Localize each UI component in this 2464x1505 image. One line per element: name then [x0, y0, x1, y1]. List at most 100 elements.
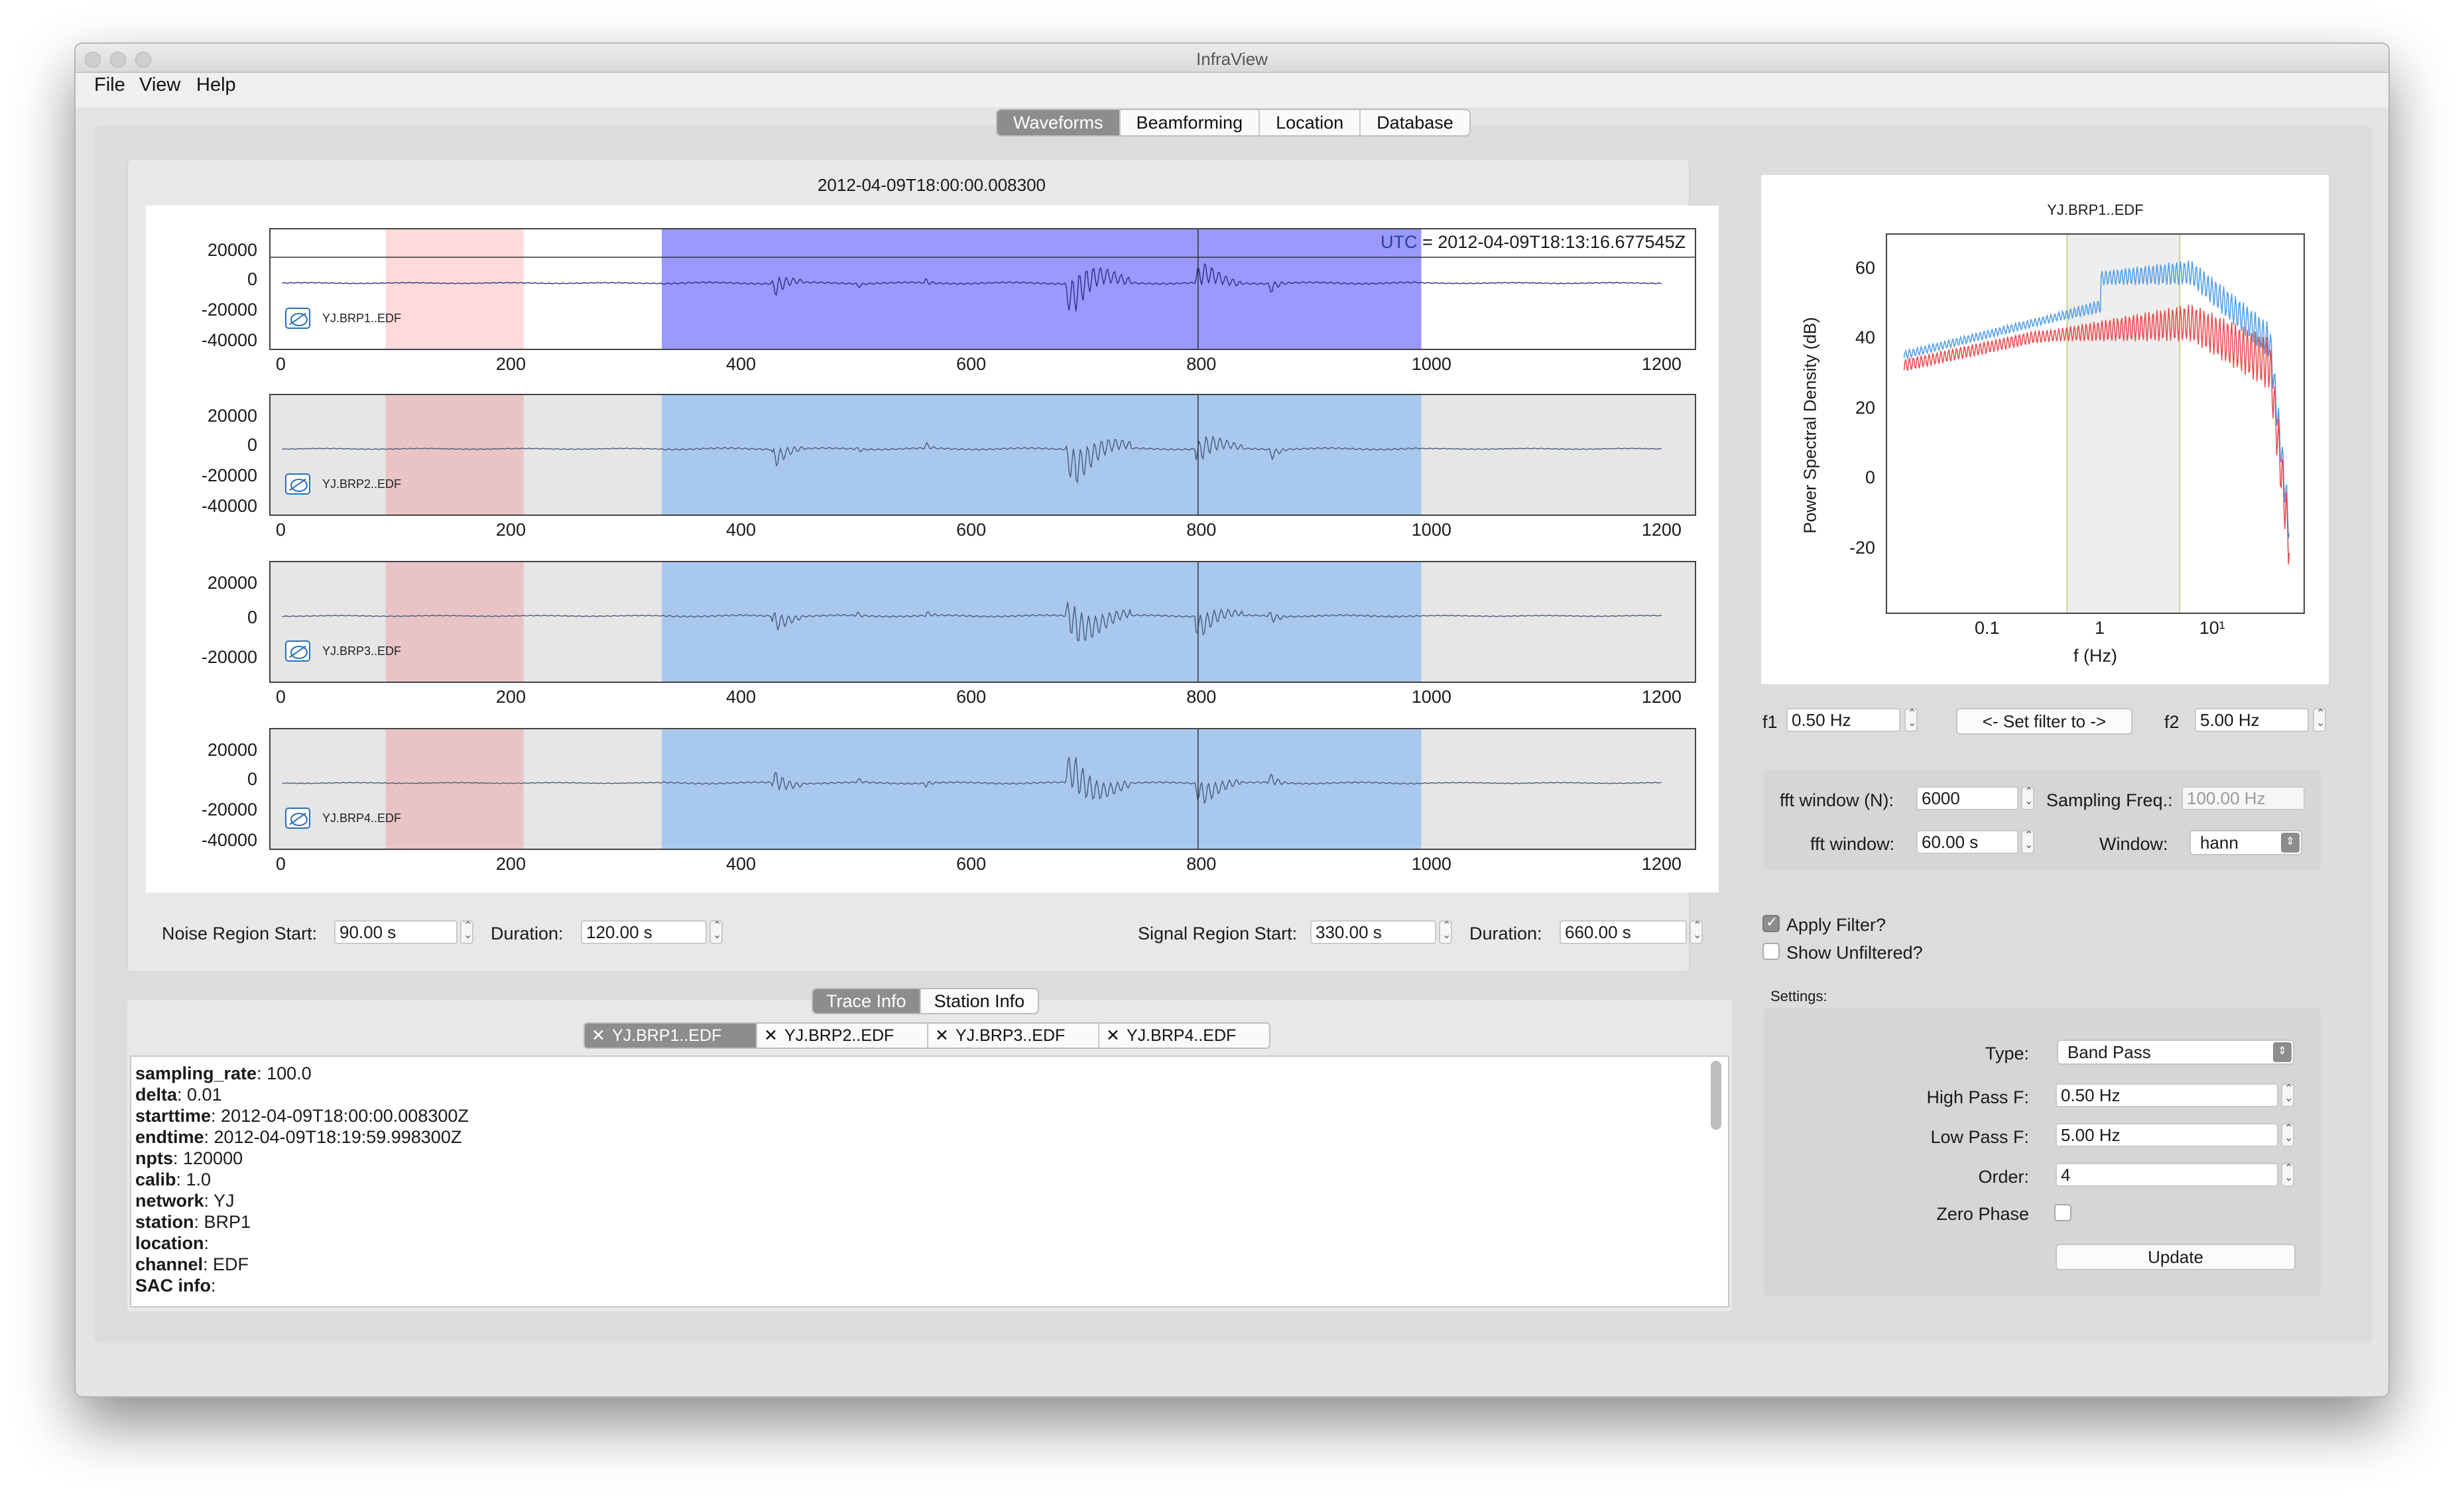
noise-start-input[interactable]: 90.00 s [334, 920, 458, 944]
trace-info-key: sampling_rate [135, 1063, 257, 1083]
fft-window-n-stepper[interactable] [2021, 785, 2034, 810]
psd-y-tick-label: 20 [1855, 397, 1875, 418]
menu-help[interactable]: Help [196, 74, 236, 95]
x-tick-label: 1000 [1411, 520, 1451, 540]
trace-info-key: npts [135, 1148, 173, 1168]
trace-tab-brp2[interactable]: ✕ YJ.BRP2..EDF [756, 1024, 927, 1048]
noise-duration-label: Duration: [491, 924, 564, 943]
noise-region[interactable] [385, 729, 524, 849]
info-scrollbar[interactable] [1711, 1061, 1721, 1130]
trace-axes[interactable] [269, 228, 1696, 350]
signal-start-input[interactable]: 330.00 s [1310, 920, 1436, 944]
signal-duration-stepper[interactable] [1690, 919, 1703, 944]
apply-filter-checkbox[interactable] [1762, 914, 1780, 932]
trace-tab-brp1[interactable]: ✕ YJ.BRP1..EDF [585, 1024, 756, 1048]
show-unfiltered-checkbox[interactable] [1762, 943, 1780, 960]
close-icon[interactable]: ✕ [591, 1026, 605, 1045]
visibility-toggle-icon[interactable] [285, 640, 310, 662]
close-icon[interactable]: ✕ [1106, 1026, 1120, 1045]
f1-stepper[interactable] [1904, 707, 1918, 732]
lowpass-input[interactable]: 5.00 Hz [2056, 1123, 2278, 1147]
x-tick-label: 200 [495, 854, 526, 874]
psd-svg [1903, 235, 2290, 613]
signal-region[interactable] [662, 729, 1422, 849]
minimize-window-button[interactable] [110, 52, 126, 68]
noise-region[interactable] [385, 395, 524, 514]
update-button[interactable]: Update [2056, 1244, 2296, 1270]
lowpass-stepper[interactable] [2281, 1122, 2294, 1147]
visibility-toggle-icon[interactable] [285, 808, 310, 829]
signal-start-stepper[interactable] [1439, 919, 1452, 944]
trace-label: YJ.BRP1..EDF [322, 312, 402, 325]
filter-type-select[interactable]: Band Pass ⇕ [2057, 1040, 2294, 1065]
x-tick-label: 0 [275, 520, 286, 540]
noise-region[interactable] [385, 562, 524, 682]
window-type-label: Window: [2099, 834, 2168, 854]
menu-view[interactable]: View [139, 74, 181, 95]
close-window-button[interactable] [85, 52, 101, 68]
close-icon[interactable]: ✕ [935, 1026, 949, 1045]
noise-duration-input[interactable]: 120.00 s [581, 920, 707, 944]
tab-database[interactable]: Database [1359, 110, 1469, 135]
x-tick-label: 1000 [1411, 687, 1451, 707]
trace-info-line: npts: 120000 [135, 1148, 243, 1169]
trace-tab-label: YJ.BRP2..EDF [784, 1026, 894, 1045]
x-tick-label: 200 [495, 687, 526, 707]
fft-window-n-input[interactable]: 6000 [1916, 786, 2018, 810]
tab-trace-info[interactable]: Trace Info [813, 989, 920, 1013]
signal-region[interactable] [662, 395, 1422, 514]
visibility-toggle-icon[interactable] [285, 473, 310, 495]
zero-phase-checkbox[interactable] [2054, 1204, 2071, 1221]
menu-file[interactable]: File [94, 74, 125, 95]
y-tick-label: -20000 [201, 800, 257, 819]
visibility-toggle-icon[interactable] [285, 308, 310, 329]
psd-x-tick-label: 0.1 [1974, 618, 2000, 638]
noise-start-stepper[interactable] [460, 919, 473, 944]
window-type-select[interactable]: hann ⇕ [2189, 830, 2302, 855]
tab-waveforms[interactable]: Waveforms [997, 110, 1119, 135]
order-stepper[interactable] [2281, 1162, 2294, 1187]
trace-info-value: : 2012-04-09T18:00:00.008300Z [211, 1106, 469, 1126]
f2-input[interactable]: 5.00 Hz [2195, 708, 2309, 732]
y-tick-label: 20000 [207, 573, 257, 593]
y-tick-label: 0 [247, 435, 257, 455]
trace-info-line: starttime: 2012-04-09T18:00:00.008300Z [135, 1106, 469, 1126]
x-tick-label: 600 [956, 687, 987, 707]
tab-station-info[interactable]: Station Info [919, 989, 1038, 1013]
trace-info-value: : 120000 [173, 1148, 243, 1168]
f1-input[interactable]: 0.50 Hz [1786, 708, 1900, 732]
highpass-input[interactable]: 0.50 Hz [2056, 1083, 2278, 1107]
trace-axes[interactable] [269, 561, 1696, 683]
fft-window-s-stepper[interactable] [2021, 829, 2034, 854]
highpass-stepper[interactable] [2281, 1082, 2294, 1107]
tab-location[interactable]: Location [1259, 110, 1359, 135]
filter-band-region[interactable] [2067, 235, 2180, 613]
close-icon[interactable]: ✕ [764, 1026, 778, 1045]
signal-region[interactable] [662, 229, 1422, 349]
x-tick-label: 0 [275, 687, 286, 707]
y-tick-label: 20000 [207, 240, 257, 260]
signal-duration-input[interactable]: 660.00 s [1560, 920, 1687, 944]
trace-axes[interactable] [269, 394, 1696, 516]
fft-window-s-input[interactable]: 60.00 s [1916, 830, 2018, 854]
trace-axes[interactable] [269, 728, 1696, 850]
set-filter-button[interactable]: <- Set filter to -> [1956, 708, 2132, 735]
y-tick-label: -40000 [201, 330, 257, 350]
noise-duration-stepper[interactable] [709, 919, 723, 944]
f2-stepper[interactable] [2313, 707, 2326, 732]
trace-tab-brp4[interactable]: ✕ YJ.BRP4..EDF [1098, 1024, 1269, 1048]
psd-x-tick-label: 1 [2094, 618, 2105, 638]
chevron-updown-icon: ⇕ [2281, 833, 2300, 853]
zoom-window-button[interactable] [135, 52, 151, 68]
trace-info-text[interactable] [130, 1055, 1729, 1307]
trace-tab-brp3[interactable]: ✕ YJ.BRP3..EDF [927, 1024, 1098, 1048]
tab-beamforming[interactable]: Beamforming [1119, 110, 1259, 135]
main-tabs: Waveforms Beamforming Location Database [996, 109, 1471, 137]
order-input[interactable]: 4 [2056, 1163, 2278, 1187]
y-tick-label: 20000 [207, 740, 257, 760]
noise-region[interactable] [385, 229, 524, 349]
signal-region[interactable] [662, 562, 1422, 682]
fft-window-n-label: fft window (N): [1780, 790, 1894, 810]
trace-svg [282, 562, 1662, 682]
x-tick-label: 1200 [1641, 854, 1682, 874]
